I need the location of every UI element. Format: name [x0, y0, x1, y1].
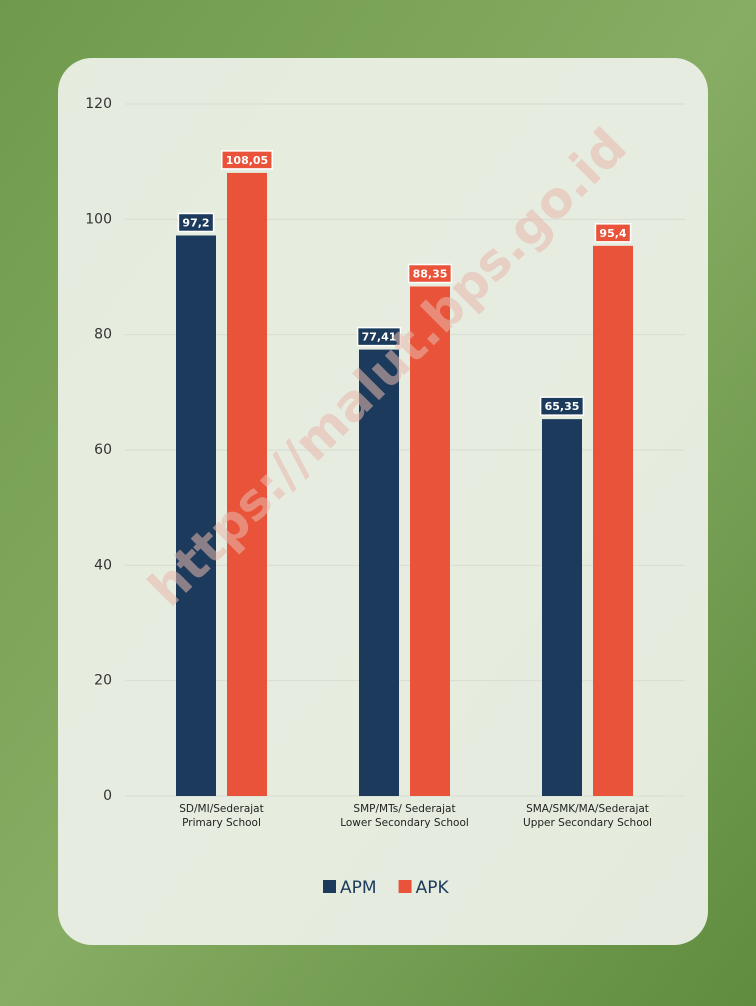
value-label-bg	[356, 326, 402, 347]
y-tick-label: 40	[94, 557, 112, 573]
legend-swatch	[398, 880, 412, 893]
legend-label: APM	[340, 878, 377, 898]
bar	[593, 245, 633, 797]
value-label: 97,2	[182, 216, 209, 229]
bar	[359, 349, 399, 796]
value-label: 95,4	[599, 227, 626, 240]
x-tick-label: SMP/MTs/ Sederajat	[353, 803, 455, 815]
y-tick-label: 120	[85, 96, 112, 112]
y-tick-label: 20	[94, 673, 112, 689]
value-label-bg	[539, 396, 585, 416]
bar	[410, 286, 450, 796]
x-tick-label: SD/MI/Sederajat	[179, 803, 263, 815]
legend-label: APK	[416, 878, 450, 898]
y-tick-label: 60	[94, 442, 112, 458]
value-label-bg	[407, 263, 453, 284]
value-label: 77,41	[362, 331, 397, 344]
bar	[176, 235, 216, 797]
y-tick-label: 100	[85, 211, 112, 227]
bar	[542, 419, 582, 796]
value-label-bg	[594, 223, 632, 243]
value-label-bg	[177, 212, 215, 233]
value-label: 88,35	[413, 268, 448, 281]
x-tick-label: SMA/SMK/MA/Sederajat	[526, 803, 649, 815]
bar	[227, 172, 267, 796]
y-tick-label: 80	[94, 327, 112, 343]
value-label-bg	[221, 150, 273, 170]
x-tick-label: Lower Secondary School	[340, 817, 469, 829]
x-tick-label: Upper Secondary School	[523, 817, 652, 829]
value-label: 65,35	[545, 400, 580, 413]
legend-swatch	[323, 880, 336, 893]
value-label: 108,05	[226, 154, 268, 167]
x-tick-label: Primary School	[182, 817, 261, 829]
y-tick-label: 0	[103, 788, 112, 804]
